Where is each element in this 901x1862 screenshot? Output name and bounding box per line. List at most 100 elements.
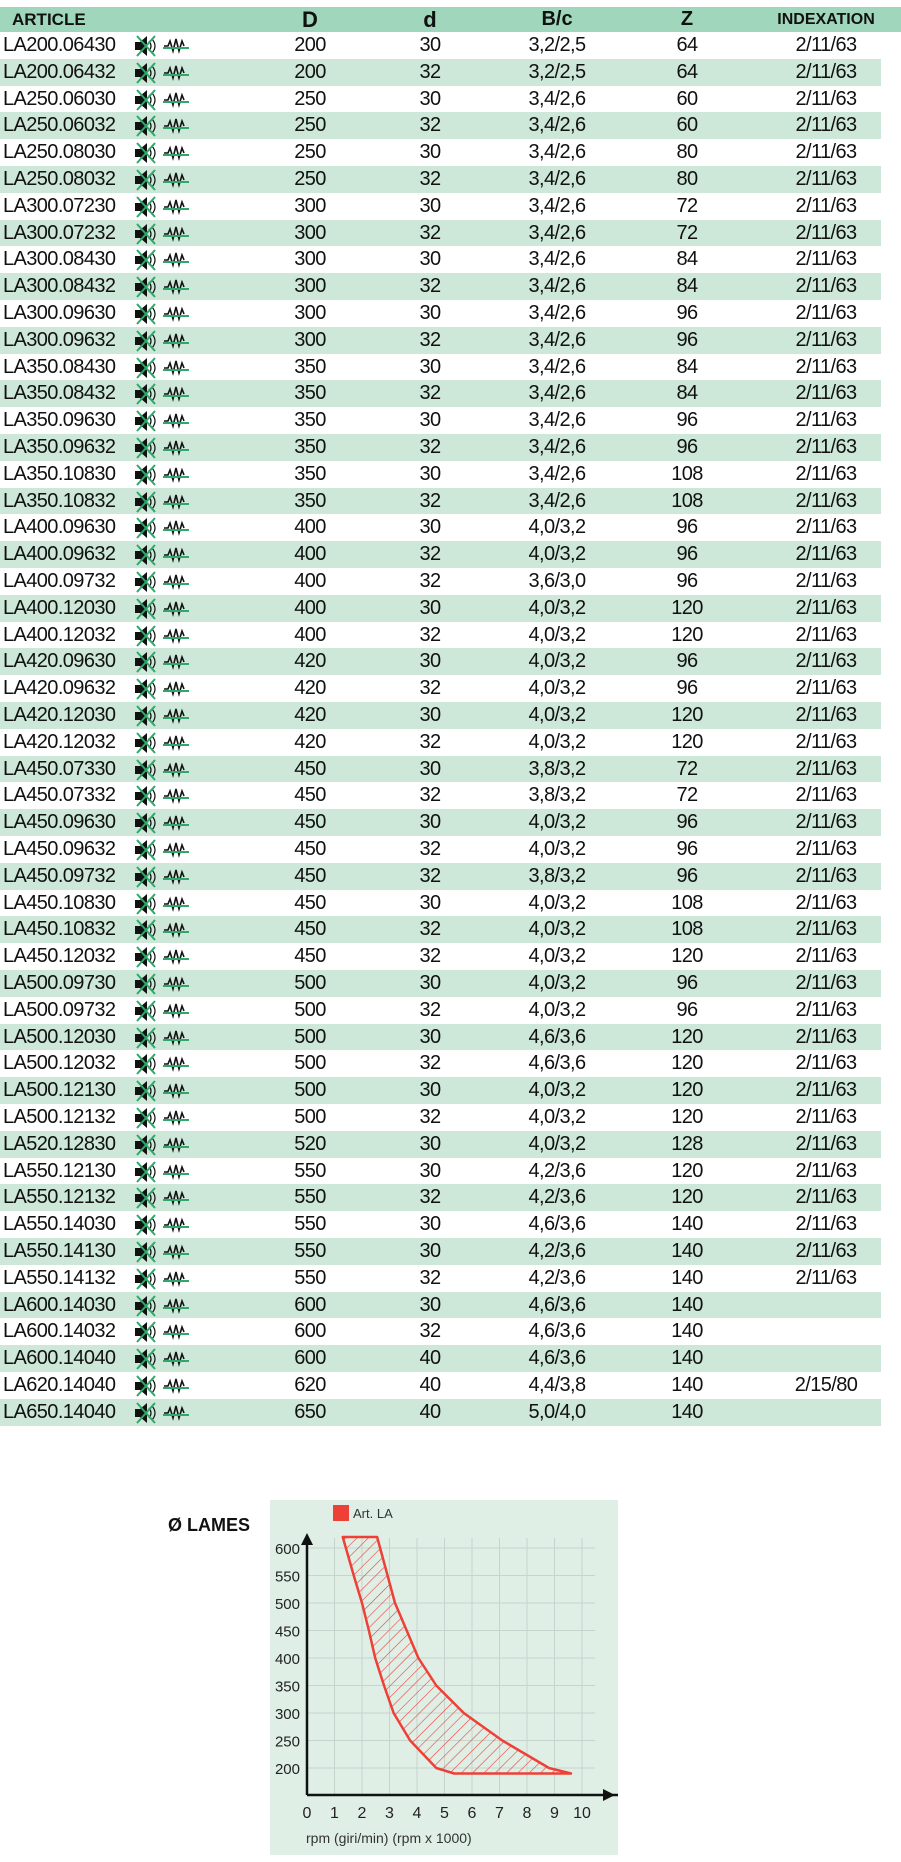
cell-article: LA450.10830 (3, 891, 116, 914)
x-tick-label: 4 (413, 1805, 422, 1822)
speaker-muted-icon (133, 758, 159, 786)
table-row: LA250.06030 250 30 3,4/2,6 60 2/11/63 (0, 86, 881, 113)
table-row: LA200.06432 200 32 3,2/2,5 64 2/11/63 (0, 58, 881, 86)
cell-Z: 72 (676, 194, 698, 217)
cell-article: LA200.06432 (3, 60, 116, 83)
cell-Z: 80 (676, 168, 698, 190)
cell-article: LA250.08030 (3, 141, 116, 164)
wave-crossed-icon (162, 1375, 190, 1402)
wave-crossed-icon (162, 785, 190, 812)
speaker-muted-icon (133, 544, 159, 571)
speaker-muted-icon (133, 35, 159, 62)
speaker-muted-icon (133, 464, 159, 491)
wave-crossed-icon (162, 571, 190, 598)
cell-bc: 4,0/3,2 (528, 543, 587, 566)
cell-indexation: 2/11/63 (795, 409, 857, 432)
cell-indexation: 2/11/63 (795, 623, 857, 646)
cell-Z: 140 (671, 1293, 703, 1316)
cell-d: 32 (419, 998, 441, 1021)
wave-crossed-icon (162, 651, 190, 678)
cell-Z: 84 (676, 355, 698, 378)
cell-Z: 96 (676, 838, 698, 860)
cell-D: 350 (294, 462, 326, 485)
cell-D: 300 (294, 221, 326, 244)
x-tick-label: 7 (495, 1805, 504, 1822)
cell-indexation: 2/11/63 (795, 730, 857, 753)
cell-D: 350 (294, 382, 326, 405)
cell-d: 40 (419, 1374, 441, 1396)
cell-bc: 4,0/3,2 (528, 650, 587, 673)
cell-d: 32 (419, 1052, 441, 1075)
cell-bc: 4,0/3,2 (528, 596, 587, 619)
wave-crossed-icon (162, 1161, 190, 1188)
header-Z: Z (680, 8, 694, 30)
cell-bc: 4,0/3,2 (528, 891, 587, 914)
cell-bc: 4,0/3,2 (528, 838, 587, 860)
cell-D: 420 (294, 650, 326, 673)
cell-article: LA600.14032 (3, 1320, 116, 1343)
table-row: LA450.09632 450 32 4,0/3,2 96 2/11/63 (0, 836, 881, 863)
x-tick-label: 8 (523, 1805, 532, 1822)
speaker-muted-icon (133, 142, 159, 169)
y-tick-label: 250 (275, 1734, 300, 1751)
cell-d: 30 (419, 248, 441, 271)
table-row: LA650.14040 650 40 5,0/4,0 140 (0, 1398, 881, 1426)
speaker-muted-icon (133, 678, 159, 705)
table-row: LA350.10830 350 30 3,4/2,6 108 2/11/63 (0, 461, 881, 488)
cell-bc: 4,0/3,2 (528, 811, 587, 834)
cell-bc: 3,8/3,2 (528, 864, 587, 887)
cell-Z: 60 (676, 87, 698, 110)
wave-crossed-icon (162, 1321, 190, 1348)
speaker-muted-icon (133, 732, 159, 759)
table-row: LA250.06032 250 32 3,4/2,6 60 2/11/63 (0, 112, 881, 140)
cell-Z: 120 (671, 1159, 703, 1182)
wave-crossed-icon (162, 598, 190, 625)
cell-Z: 96 (676, 516, 698, 539)
cell-Z: 96 (676, 436, 698, 458)
cell-bc: 3,4/2,6 (528, 141, 587, 164)
cell-article: LA400.12032 (3, 623, 116, 646)
wave-crossed-icon (162, 491, 190, 518)
cell-bc: 4,0/3,2 (528, 623, 587, 646)
cell-indexation: 2/11/63 (795, 1079, 857, 1102)
cell-D: 620 (294, 1374, 326, 1396)
wave-crossed-icon (162, 732, 190, 759)
cell-bc: 3,4/2,6 (528, 114, 587, 137)
speaker-muted-icon (133, 1348, 159, 1375)
wave-crossed-icon (162, 383, 190, 410)
cell-D: 450 (294, 811, 326, 834)
cell-indexation: 2/11/63 (795, 945, 857, 968)
cell-d: 32 (419, 1186, 441, 1209)
cell-D: 550 (294, 1186, 326, 1209)
cell-d: 30 (419, 650, 441, 673)
cell-article: LA300.07230 (3, 194, 116, 217)
cell-indexation: 2/11/63 (795, 918, 857, 941)
header-d: d (423, 7, 437, 32)
speaker-muted-icon (133, 1294, 159, 1322)
wave-crossed-icon (162, 1348, 190, 1375)
cell-indexation: 2/11/63 (795, 328, 857, 351)
cell-d: 32 (419, 838, 441, 860)
wave-crossed-icon (162, 1187, 190, 1214)
cell-d: 32 (419, 1266, 441, 1289)
cell-D: 450 (294, 891, 326, 914)
cell-bc: 3,4/2,6 (528, 87, 587, 110)
table-row: LA400.09732 400 32 3,6/3,0 96 2/11/63 (0, 568, 881, 595)
cell-indexation: 2/11/63 (795, 543, 857, 566)
cell-article: LA450.09630 (3, 811, 116, 834)
cell-d: 30 (419, 972, 441, 994)
cell-D: 500 (294, 1052, 326, 1075)
cell-D: 400 (294, 543, 326, 566)
cell-d: 32 (419, 1106, 441, 1128)
cell-Z: 120 (671, 1052, 703, 1075)
speaker-muted-icon (133, 892, 159, 920)
speaker-muted-icon (133, 356, 159, 384)
wave-crossed-icon (162, 303, 190, 330)
cell-D: 400 (294, 623, 326, 646)
cell-D: 500 (294, 1106, 326, 1128)
y-tick-label: 450 (275, 1624, 300, 1641)
wave-crossed-icon (162, 1295, 190, 1322)
cell-bc: 4,0/3,2 (528, 730, 587, 753)
cell-article: LA550.14130 (3, 1240, 116, 1262)
cell-article: LA420.12030 (3, 704, 116, 726)
